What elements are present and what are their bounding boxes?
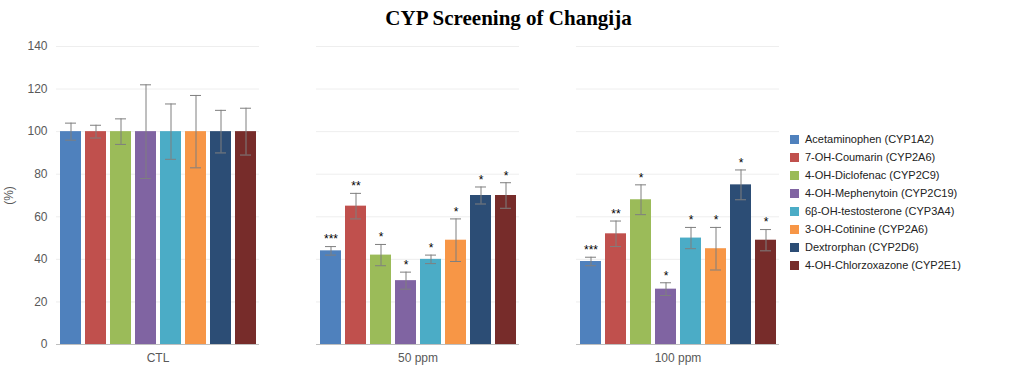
svg-text:20: 20	[34, 295, 48, 309]
svg-text:40: 40	[34, 252, 48, 266]
svg-text:60: 60	[34, 210, 48, 224]
svg-text:50 ppm: 50 ppm	[398, 351, 438, 365]
svg-text:CTL: CTL	[147, 351, 170, 365]
html-text:3-OH-Cotinine (CYP2A6): 3-OH-Cotinine (CYP2A6)	[805, 223, 928, 235]
svg-text:*: *	[479, 173, 484, 187]
html-text:4-OH-Chlorzoxazone (CYP2E1): 4-OH-Chlorzoxazone (CYP2E1)	[805, 259, 961, 271]
svg-text:***: ***	[584, 243, 598, 257]
svg-text:*: *	[429, 241, 434, 255]
html-text:7-OH-Coumarin (CYP2A6): 7-OH-Coumarin (CYP2A6)	[805, 151, 936, 163]
html-text:CYP Screening of Changija: CYP Screening of Changija	[385, 6, 632, 30]
svg-text:***: ***	[324, 232, 338, 246]
svg-text:**: **	[611, 207, 621, 221]
svg-text:100 ppm: 100 ppm	[655, 351, 702, 365]
svg-text:**: **	[351, 179, 361, 193]
html-text:4-OH-Diclofenac (CYP2C9): 4-OH-Diclofenac (CYP2C9)	[805, 169, 940, 181]
svg-text:*: *	[379, 230, 384, 244]
svg-text:100: 100	[27, 124, 47, 138]
svg-text:*: *	[664, 269, 669, 283]
html-text:Acetaminophen (CYP1A2): Acetaminophen (CYP1A2)	[805, 133, 934, 145]
svg-text:*: *	[404, 258, 409, 272]
svg-text:*: *	[764, 215, 769, 229]
html-text:Dextrorphan (CYP2D6): Dextrorphan (CYP2D6)	[805, 241, 919, 253]
svg-text:*: *	[689, 213, 694, 227]
svg-text:0: 0	[41, 337, 48, 351]
html-text:6β-OH-testosterone (CYP3A4): 6β-OH-testosterone (CYP3A4)	[805, 205, 955, 217]
svg-text:80: 80	[34, 167, 48, 181]
svg-text:*: *	[714, 213, 719, 227]
svg-text:(%): (%)	[2, 186, 16, 205]
svg-text:120: 120	[27, 82, 47, 96]
svg-text:*: *	[504, 169, 509, 183]
svg-text:*: *	[454, 205, 459, 219]
svg-text:*: *	[639, 171, 644, 185]
svg-text:140: 140	[27, 39, 47, 53]
html-text:4-OH-Mephenytoin (CYP2C19): 4-OH-Mephenytoin (CYP2C19)	[805, 187, 958, 199]
svg-text:*: *	[739, 156, 744, 170]
